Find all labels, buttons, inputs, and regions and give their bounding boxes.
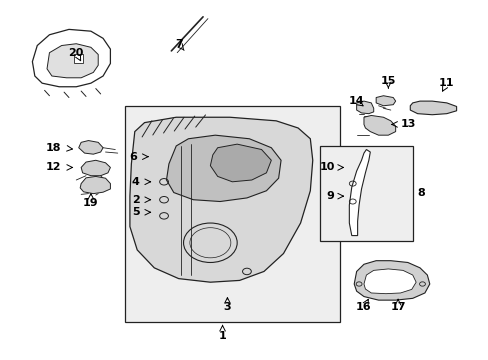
Text: 13: 13 — [400, 120, 415, 129]
Text: 18: 18 — [46, 143, 61, 153]
Text: 5: 5 — [132, 207, 140, 217]
Bar — [125, 107, 339, 321]
Text: 17: 17 — [389, 302, 405, 312]
Text: 14: 14 — [348, 96, 364, 106]
Text: 2: 2 — [132, 195, 140, 205]
Text: 6: 6 — [129, 152, 137, 162]
Polygon shape — [130, 117, 312, 282]
Text: 4: 4 — [132, 177, 140, 187]
Polygon shape — [409, 101, 456, 115]
Text: 3: 3 — [223, 302, 231, 312]
Text: 7: 7 — [174, 39, 182, 49]
Text: 19: 19 — [83, 198, 99, 208]
Text: 20: 20 — [68, 48, 84, 58]
Polygon shape — [47, 44, 98, 78]
Text: 16: 16 — [355, 302, 371, 312]
Text: 11: 11 — [438, 78, 454, 88]
Polygon shape — [363, 116, 395, 135]
Text: 8: 8 — [417, 188, 425, 198]
Polygon shape — [356, 101, 373, 114]
Polygon shape — [363, 269, 415, 294]
Bar — [74, 54, 82, 63]
Polygon shape — [210, 144, 271, 182]
Polygon shape — [375, 96, 395, 106]
Polygon shape — [80, 176, 110, 194]
Text: 9: 9 — [326, 191, 334, 201]
Text: 15: 15 — [380, 76, 395, 86]
Text: 10: 10 — [319, 162, 334, 172]
Polygon shape — [353, 261, 429, 300]
Bar — [320, 146, 412, 241]
Text: 1: 1 — [218, 331, 226, 341]
Polygon shape — [32, 30, 110, 87]
Text: 12: 12 — [46, 162, 61, 172]
Polygon shape — [166, 135, 281, 202]
Polygon shape — [79, 140, 103, 154]
Polygon shape — [348, 149, 369, 235]
Polygon shape — [81, 160, 110, 176]
